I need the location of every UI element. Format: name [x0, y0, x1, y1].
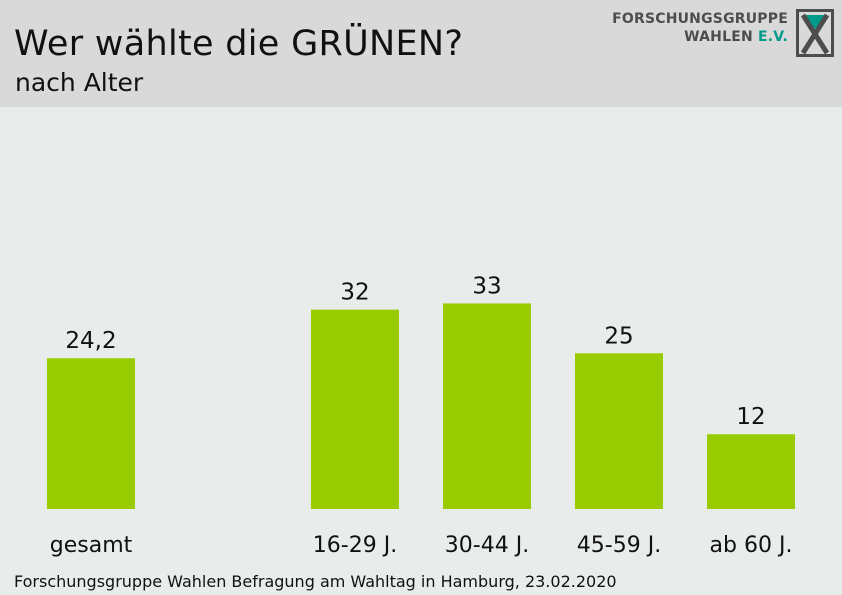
category-label: 45-59 J. — [577, 533, 661, 558]
bar — [443, 303, 531, 509]
category-label: 16-29 J. — [313, 533, 397, 558]
chart-subtitle: nach Alter — [15, 68, 144, 97]
category-label: ab 60 J. — [710, 533, 793, 558]
bar-value-label: 24,2 — [65, 328, 116, 354]
bar — [311, 309, 399, 509]
bar — [47, 358, 135, 509]
bar — [575, 353, 663, 509]
header-band: Wer wählte die GRÜNEN? nach Alter FORSCH… — [0, 0, 842, 107]
category-label: 30-44 J. — [445, 533, 529, 558]
bar-value-label: 33 — [472, 273, 501, 299]
category-label: gesamt — [50, 533, 133, 558]
bar-value-label: 12 — [736, 404, 765, 430]
logo-text-line1: FORSCHUNGSGRUPPE — [612, 11, 788, 27]
logo-text-ev: E.V. — [757, 29, 788, 45]
x-ballot-icon — [796, 9, 834, 57]
brand-logo: FORSCHUNGSGRUPPE WAHLEN E.V. — [612, 7, 836, 57]
bar — [707, 434, 795, 509]
source-note: Forschungsgruppe Wahlen Befragung am Wah… — [14, 572, 617, 591]
bar-chart: 24,2 gesamt 32 16-29 J. 33 30-44 J. 25 45-59 J.… — [47, 273, 795, 558]
logo-text-line2: WAHLEN E.V. — [684, 29, 788, 45]
bar-value-label: 25 — [604, 323, 633, 349]
logo-text-wahlen: WAHLEN — [684, 29, 753, 45]
chart-title: Wer wählte die GRÜNEN? — [14, 24, 464, 64]
bar-value-label: 32 — [340, 280, 369, 306]
